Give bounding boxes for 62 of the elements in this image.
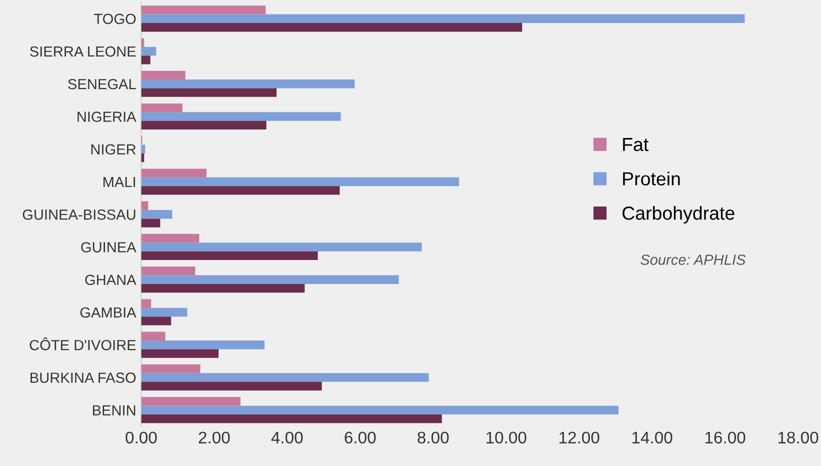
bar — [141, 56, 150, 64]
legend-label: Protein — [623, 172, 680, 186]
y-tick-label: MALI — [104, 176, 136, 188]
y-tick-label: CÔTE D'IVOIRE — [30, 337, 136, 350]
bar — [141, 299, 152, 308]
bar — [141, 168, 207, 178]
y-tick-label: NIGER — [91, 144, 136, 155]
bar — [141, 382, 322, 391]
bar — [141, 120, 266, 130]
bar — [141, 177, 460, 186]
bar — [141, 406, 618, 414]
bar — [141, 316, 172, 326]
bar — [141, 364, 200, 374]
x-tick-label: 0.00 — [126, 432, 157, 444]
bar — [141, 340, 265, 350]
y-tick-label: BURKINA FASO — [30, 372, 136, 383]
legend-label: Fat — [623, 138, 649, 152]
bar — [141, 251, 318, 260]
bar — [141, 186, 340, 195]
bar — [141, 14, 745, 23]
bar — [141, 103, 182, 112]
bar — [141, 275, 399, 284]
bar — [141, 80, 355, 88]
x-tick-label: 4.00 — [271, 432, 303, 444]
bar — [141, 234, 200, 243]
bar — [141, 210, 172, 219]
y-tick-label: GAMBIA — [80, 307, 136, 318]
y-tick-label: GUINEA — [81, 242, 136, 252]
y-tick-label: NIGERIA — [78, 112, 136, 122]
x-tick-label: 16.00 — [705, 432, 746, 444]
bar — [141, 88, 277, 97]
x-tick-label: 14.00 — [632, 432, 672, 444]
x-tick-label: 2.00 — [198, 432, 230, 444]
bar — [141, 397, 240, 406]
annotation: Source: APHLIS — [640, 254, 746, 265]
y-tick-label: TOGO — [94, 14, 136, 24]
bar — [141, 373, 429, 382]
x-tick-label: 10.00 — [486, 432, 526, 444]
x-tick-label: 8.00 — [418, 432, 449, 444]
bar — [141, 332, 166, 340]
bar — [141, 266, 196, 276]
bar — [141, 242, 422, 252]
y-tick-label: BENIN — [92, 405, 136, 416]
bar — [141, 308, 188, 317]
bar — [141, 112, 341, 121]
x-tick-label: 12.00 — [560, 432, 600, 444]
x-tick-label: 6.00 — [344, 432, 376, 444]
bar — [141, 414, 442, 424]
y-tick-label: SIERRA LEONE — [30, 46, 136, 57]
y-tick-label: GUINEA-BISSAU — [22, 209, 136, 220]
x-tick-label: 18.00 — [778, 432, 818, 444]
y-tick-label: GHANA — [85, 274, 136, 286]
bar — [141, 46, 156, 56]
bar — [141, 201, 148, 210]
bar — [141, 218, 160, 228]
bar — [141, 70, 186, 80]
bar — [141, 349, 219, 358]
y-tick-label: SENEGAL — [68, 78, 136, 90]
bar — [141, 284, 305, 293]
legend-label: Carbohydrate — [622, 206, 734, 224]
bar — [141, 6, 266, 14]
bar — [141, 22, 522, 32]
